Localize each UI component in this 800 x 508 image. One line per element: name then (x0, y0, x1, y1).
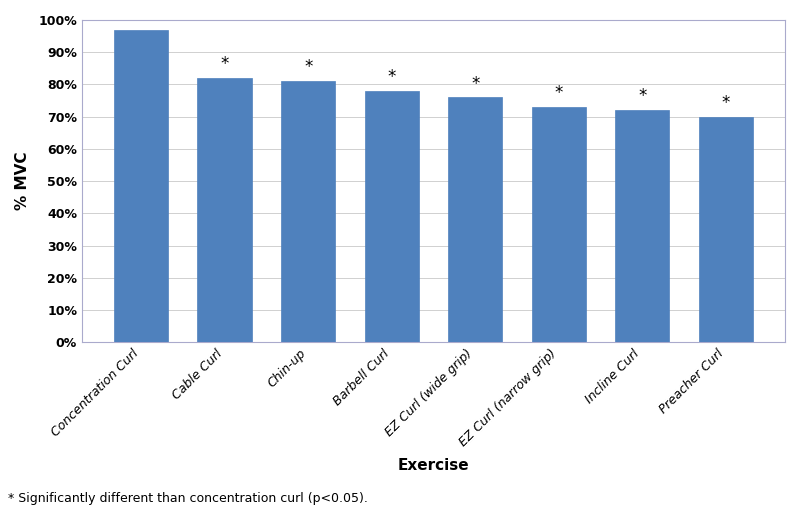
Bar (114, 29, 168, 342)
Bar (281, 81, 335, 342)
Text: *: * (221, 55, 229, 73)
Bar (365, 91, 419, 342)
Bar (532, 107, 586, 342)
Text: *: * (554, 84, 563, 102)
Bar (448, 98, 502, 342)
Text: *: * (471, 75, 479, 92)
Text: *: * (304, 58, 312, 76)
Text: *: * (722, 94, 730, 112)
Bar (615, 110, 670, 342)
Text: *: * (387, 68, 396, 86)
Bar (698, 117, 753, 342)
X-axis label: Exercise: Exercise (398, 458, 470, 472)
Text: *: * (638, 87, 646, 106)
Y-axis label: % MVC: % MVC (15, 152, 30, 210)
Bar (198, 78, 252, 342)
Text: * Significantly different than concentration curl (p<0.05).: * Significantly different than concentra… (8, 492, 368, 505)
